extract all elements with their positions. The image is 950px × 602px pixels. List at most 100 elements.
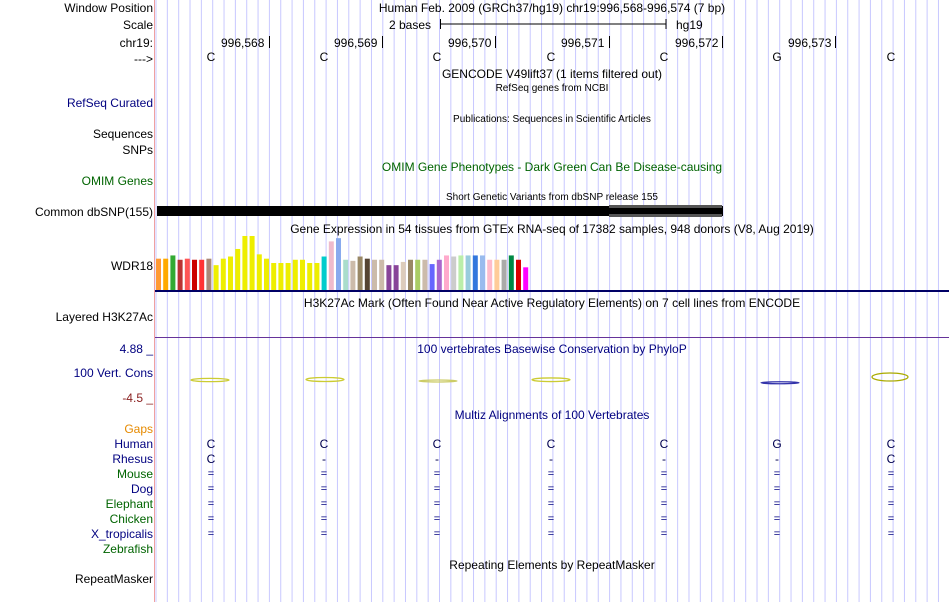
gtex-tissue-bar [220, 258, 226, 290]
alignment-cell: - [549, 452, 553, 466]
h3k27ac-baseline [155, 337, 949, 338]
alignment-cell: = [773, 528, 781, 540]
gencode-track-title[interactable]: GENCODE V49lift37 (1 items filtered out) [441, 67, 663, 81]
gtex-tissue-bar [465, 255, 471, 290]
species-label-human[interactable]: Human [114, 437, 153, 451]
gtex-tissue-bar [285, 263, 291, 290]
alignment-cell: = [547, 483, 555, 495]
species-label-x_tropicalis[interactable]: X_tropicalis [90, 527, 153, 541]
gaps-label[interactable]: Gaps [124, 422, 153, 436]
gtex-tissue-bar [314, 263, 320, 290]
h3k27ac-track-title[interactable]: H3K27Ac Mark (Often Found Near Active Re… [303, 296, 801, 310]
alignment-cell: = [433, 498, 441, 510]
base-letter: C [546, 50, 556, 64]
dbsnp-variant-overlap [609, 214, 722, 217]
refseq-track-subtitle[interactable]: RefSeq genes from NCBI [495, 83, 609, 94]
alignment-cell: = [773, 468, 781, 480]
gtex-tissue-bar [206, 258, 212, 290]
species-label-elephant[interactable]: Elephant [105, 497, 153, 511]
gtex-tissue-bar [264, 258, 269, 290]
gtex-tissue-bar [386, 265, 392, 290]
gtex-tissue-bar [192, 259, 197, 290]
omim-track-title[interactable]: OMIM Gene Phenotypes - Dark Green Can Be… [381, 160, 723, 174]
scale-text: 2 bases [389, 18, 432, 32]
alignment-cell: = [433, 483, 441, 495]
alignment-cell: C [659, 437, 669, 451]
alignment-cell: = [887, 498, 895, 510]
sequences-label[interactable]: Sequences [92, 127, 153, 141]
alignment-cell: = [433, 528, 441, 540]
snps-label[interactable]: SNPs [122, 143, 153, 157]
species-label-dog[interactable]: Dog [130, 482, 153, 496]
base-letter: C [432, 50, 442, 64]
gtex-gene-label[interactable]: WDR18 [110, 259, 153, 273]
gtex-baseline [155, 290, 949, 292]
position-tick-label: 996,569 [334, 36, 378, 50]
repeatmasker-label[interactable]: RepeatMasker [74, 572, 153, 586]
multiz-track-title[interactable]: Multiz Alignments of 100 Vertebrates [454, 408, 650, 422]
gtex-tissue-bar [336, 238, 341, 290]
phylop-label[interactable]: 100 Vert. Cons [73, 366, 153, 380]
gtex-tissue-bar [235, 248, 241, 290]
assembly-title[interactable]: Human Feb. 2009 (GRCh37/hg19) chr19:996,… [378, 1, 726, 15]
gtex-tissue-bar [242, 236, 248, 290]
dbsnp-label[interactable]: Common dbSNP(155) [34, 205, 153, 219]
gtex-tissue-bar [480, 255, 485, 290]
alignment-cell: C [886, 452, 896, 466]
scale-assembly: hg19 [676, 18, 703, 32]
alignment-cell: = [207, 498, 215, 510]
alignment-cell: C [206, 452, 216, 466]
alignment-cell: C [432, 437, 442, 451]
gtex-track-title[interactable]: Gene Expression in 54 tissues from GTEx … [290, 222, 814, 236]
base-letter: C [206, 50, 216, 64]
refseq-label[interactable]: RefSeq Curated [66, 96, 153, 110]
base-letter: C [886, 50, 896, 64]
gtex-tissue-bar [516, 259, 521, 290]
alignment-cell: = [547, 468, 555, 480]
dbsnp-variant-bar[interactable] [157, 206, 723, 216]
gtex-tissue-bar [408, 259, 413, 290]
omim-label[interactable]: OMIM Genes [81, 174, 153, 188]
gtex-bar-chart[interactable] [155, 236, 949, 292]
alignment-cell: - [322, 452, 326, 466]
h3k27ac-label[interactable]: Layered H3K27Ac [55, 310, 153, 324]
gtex-tissue-bar [422, 259, 428, 290]
base-letter: C [319, 50, 329, 64]
phylop-plot[interactable] [155, 355, 949, 400]
phylop-axis-min: -4.5 _ [122, 391, 153, 405]
repeatmasker-track-title[interactable]: Repeating Elements by RepeatMasker [449, 558, 655, 572]
dbsnp-track-title[interactable]: Short Genetic Variants from dbSNP releas… [446, 192, 658, 203]
alignment-cell: = [887, 483, 895, 495]
alignment-cell: = [207, 483, 215, 495]
alignment-cell: = [887, 468, 895, 480]
scale-bar [440, 19, 667, 29]
alignment-cell: = [207, 528, 215, 540]
gtex-tissue-bar [400, 261, 406, 290]
gtex-tissue-bar [364, 258, 370, 290]
alignment-cell: = [320, 498, 328, 510]
base-letter: C [659, 50, 669, 64]
alignment-cell: = [887, 528, 895, 540]
strand-label: ---> [134, 52, 153, 66]
window-position-label: Window Position [64, 1, 153, 15]
gtex-tissue-bar [228, 256, 233, 290]
alignment-cell: = [320, 528, 328, 540]
species-label-rhesus[interactable]: Rhesus [112, 452, 153, 466]
phylop-track-title[interactable]: 100 vertebrates Basewise Conservation by… [417, 342, 687, 356]
gtex-tissue-bar [307, 263, 313, 290]
alignment-cell: = [547, 528, 555, 540]
gtex-tissue-bar [508, 255, 514, 290]
dbsnp-variant-overlap [609, 205, 722, 208]
phylop-axis-max: 4.88 _ [119, 342, 153, 356]
gtex-tissue-bar [393, 265, 399, 290]
gtex-tissue-bar [350, 260, 356, 290]
gtex-tissue-bar [249, 236, 255, 290]
alignment-cell: = [433, 513, 441, 525]
species-label-chicken[interactable]: Chicken [109, 512, 153, 526]
species-label-mouse[interactable]: Mouse [116, 467, 153, 481]
phylop-score-mark [418, 379, 458, 383]
publications-track-title[interactable]: Publications: Sequences in Scientific Ar… [453, 114, 651, 125]
species-label-zebrafish[interactable]: Zebrafish [102, 542, 153, 556]
gtex-tissue-bar [292, 259, 298, 290]
phylop-score-mark [190, 377, 230, 383]
